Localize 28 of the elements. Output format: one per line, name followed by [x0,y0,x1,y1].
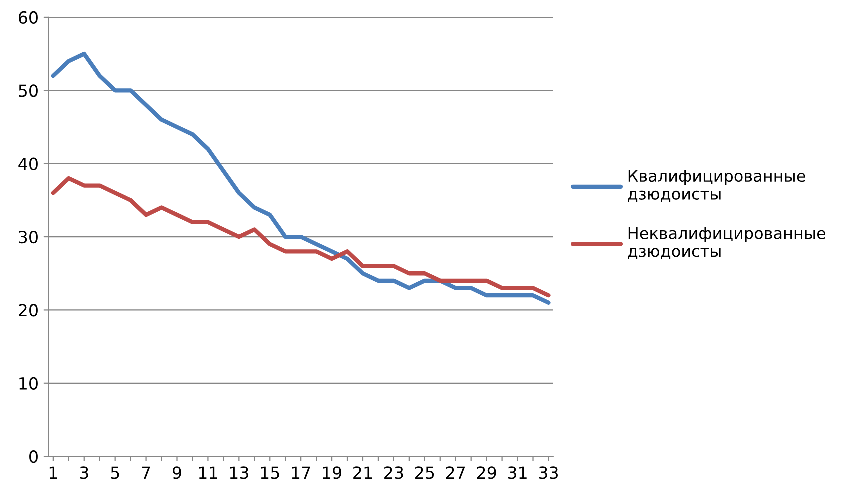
x-tick-label: 13 [230,466,248,480]
x-tick-label: 9 [172,466,182,480]
x-tick-label: 11 [199,466,218,479]
x-tick-label: 33 [539,466,558,480]
x-tick-label: 5 [111,466,120,480]
x-tick-label: 27 [446,466,466,479]
y-tick-label: 40 [18,158,38,170]
x-tick-label: 21 [354,466,372,479]
y-tick-label: 20 [19,304,38,317]
x-tick-label: 23 [384,466,404,480]
legend-label: Неквалифицированные дзюдоисты [628,228,826,260]
x-tick-label: 31 [508,466,527,480]
line-series [51,176,551,298]
x-tick-label: 1 [50,466,58,479]
x-tick-label: 29 [477,466,496,480]
x-tick-label: 3 [80,466,88,480]
y-tick-label: 0 [30,450,38,464]
y-tick-label: 30 [19,230,38,244]
y-tick-label: 60 [19,11,38,24]
line-series [51,52,551,305]
x-tick-label: 19 [323,466,342,480]
x-tick-label: 7 [142,466,150,479]
legend-label: Квалифицированные дзюдоисты [628,170,806,202]
x-tick-label: 17 [292,466,310,479]
x-tick-label: 15 [261,466,280,480]
y-tick-label: 50 [19,84,38,98]
x-tick-label: 25 [416,466,434,480]
y-tick-label: 10 [20,377,38,390]
